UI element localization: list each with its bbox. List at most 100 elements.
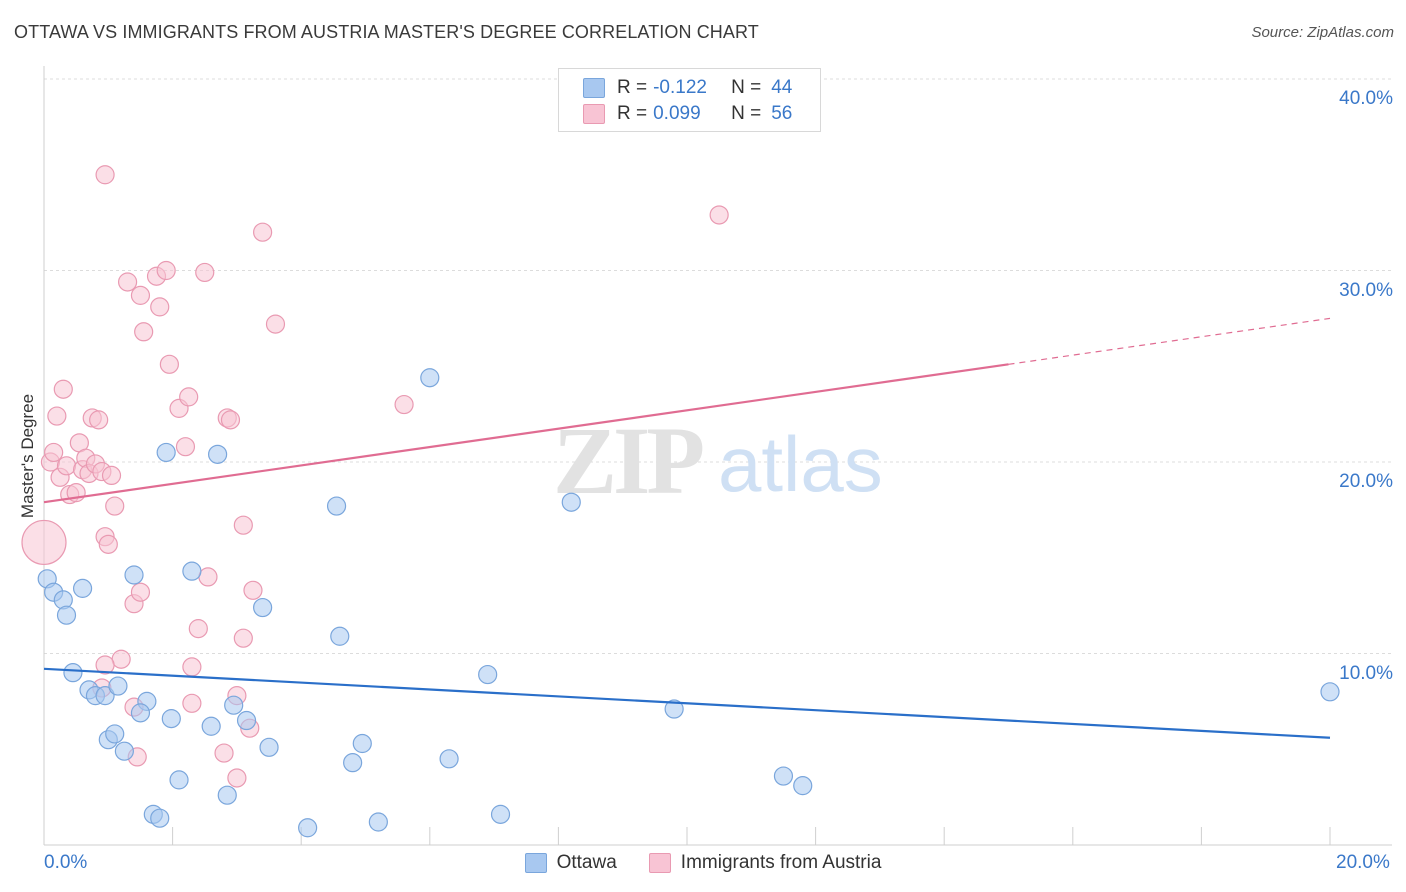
data-point-ottawa: [208, 444, 228, 464]
data-point-immigrants: [227, 768, 247, 788]
data-point-immigrants: [233, 515, 253, 535]
legend-swatch-ottawa: [524, 853, 547, 873]
trend-line-ottawa: [43, 667, 1331, 739]
y-tick-label: 30.0%: [1339, 279, 1393, 301]
legend-swatch-ottawa: [583, 78, 605, 98]
data-point-ottawa: [236, 710, 257, 731]
data-point-ottawa: [490, 804, 511, 824]
trend-lines: [43, 317, 1331, 739]
data-point-immigrants: [95, 655, 115, 675]
correlation-legend: R = -0.122 N = 44 R = 0.099 N = 56: [558, 68, 821, 132]
data-point-ottawa: [156, 442, 176, 463]
data-point-immigrants: [56, 456, 77, 476]
trend-line-immigrants: [43, 363, 1009, 504]
data-point-immigrants: [21, 519, 67, 566]
data-point-ottawa: [664, 699, 684, 719]
data-point-ottawa: [217, 785, 237, 805]
data-point-immigrants: [105, 496, 125, 516]
data-point-ottawa: [114, 741, 134, 761]
data-point-ottawa: [420, 368, 440, 388]
data-point-immigrants: [394, 394, 414, 415]
x-tick-label-max: 20.0%: [1336, 852, 1390, 873]
data-point-ottawa: [326, 496, 347, 516]
data-point-ottawa: [224, 695, 244, 715]
data-point-ottawa: [352, 733, 372, 754]
data-point-immigrants: [243, 580, 263, 600]
chart-title: OTTAWA VS IMMIGRANTS FROM AUSTRIA MASTER…: [14, 22, 759, 42]
source-label: Source: ZipAtlas.com: [1251, 24, 1394, 41]
data-point-immigrants: [134, 322, 154, 342]
data-point-immigrants: [220, 410, 241, 430]
data-point-ottawa: [793, 776, 813, 796]
y-tick-label: 40.0%: [1339, 88, 1393, 109]
legend-r-label: R =: [617, 77, 648, 98]
data-point-immigrants: [182, 693, 202, 713]
data-point-ottawa: [343, 753, 363, 773]
legend-swatch-immigrants: [648, 853, 671, 873]
y-axis-label: Master's Degree: [18, 393, 37, 519]
data-point-ottawa: [298, 818, 318, 838]
legend-label-ottawa: Ottawa: [556, 852, 617, 873]
legend-n-label: N =: [731, 77, 762, 98]
x-tick-label-min: 0.0%: [44, 852, 88, 873]
data-point-immigrants: [214, 743, 234, 763]
y-tick-label: 20.0%: [1339, 471, 1393, 492]
data-point-immigrants: [709, 205, 729, 225]
data-point-immigrants: [130, 582, 151, 602]
data-point-ottawa: [169, 770, 189, 790]
legend-r-value: 0.099: [653, 103, 701, 124]
data-point-immigrants: [47, 406, 67, 426]
data-point-ottawa: [108, 676, 128, 696]
legend-item-immigrants[interactable]: Immigrants from Austria: [648, 852, 882, 874]
legend-r-label: R =: [617, 103, 648, 124]
data-point-immigrants: [156, 260, 176, 281]
data-point-ottawa: [72, 578, 93, 598]
data-point-ottawa: [201, 716, 221, 736]
y-tick-label: 10.0%: [1339, 662, 1393, 684]
data-point-immigrants: [53, 379, 73, 399]
legend-row-immigrants: R = 0.099 N = 56: [583, 101, 792, 127]
data-point-immigrants: [198, 567, 218, 587]
data-point-ottawa: [368, 812, 388, 832]
legend-item-ottawa[interactable]: Ottawa: [524, 852, 617, 874]
data-point-immigrants: [95, 165, 115, 185]
data-point-immigrants: [179, 387, 199, 407]
data-point-ottawa: [124, 565, 144, 585]
gridlines: [44, 78, 1392, 654]
data-point-immigrants: [195, 262, 215, 283]
data-point-immigrants: [89, 410, 109, 430]
data-point-immigrants: [159, 354, 179, 374]
data-point-immigrants: [44, 442, 64, 463]
watermark: ZIP atlas: [553, 407, 883, 514]
data-point-immigrants: [188, 619, 208, 639]
data-point-immigrants: [150, 297, 170, 317]
watermark-atlas: atlas: [718, 420, 883, 508]
data-point-ottawa: [773, 766, 794, 786]
series-legend: Ottawa Immigrants from Austria: [0, 852, 1406, 874]
data-point-ottawa: [330, 626, 350, 646]
series-ottawa: [37, 368, 1340, 838]
data-point-immigrants: [265, 314, 286, 334]
legend-label-immigrants: Immigrants from Austria: [680, 852, 882, 873]
data-point-ottawa: [439, 749, 459, 769]
data-point-ottawa: [105, 724, 125, 744]
legend-n-value: 44: [771, 77, 793, 98]
legend-swatch-immigrants: [583, 104, 605, 124]
legend-n-label: N =: [731, 103, 762, 124]
data-point-immigrants: [111, 649, 131, 669]
legend-r-value: -0.122: [653, 77, 707, 98]
data-point-ottawa: [259, 737, 279, 757]
data-point-immigrants: [117, 272, 138, 292]
data-point-ottawa: [130, 703, 151, 723]
data-point-ottawa: [561, 492, 581, 512]
trend-line-immigrants-extension: [1008, 317, 1331, 365]
data-point-ottawa: [95, 686, 115, 706]
data-point-immigrants: [98, 534, 118, 554]
data-point-immigrants: [233, 628, 253, 648]
data-point-ottawa: [1320, 682, 1340, 702]
legend-n-value: 56: [771, 103, 793, 124]
data-point-immigrants: [253, 222, 273, 242]
legend-row-ottawa: R = -0.122 N = 44: [583, 75, 792, 101]
data-point-ottawa: [253, 597, 273, 618]
data-point-ottawa: [182, 561, 202, 581]
